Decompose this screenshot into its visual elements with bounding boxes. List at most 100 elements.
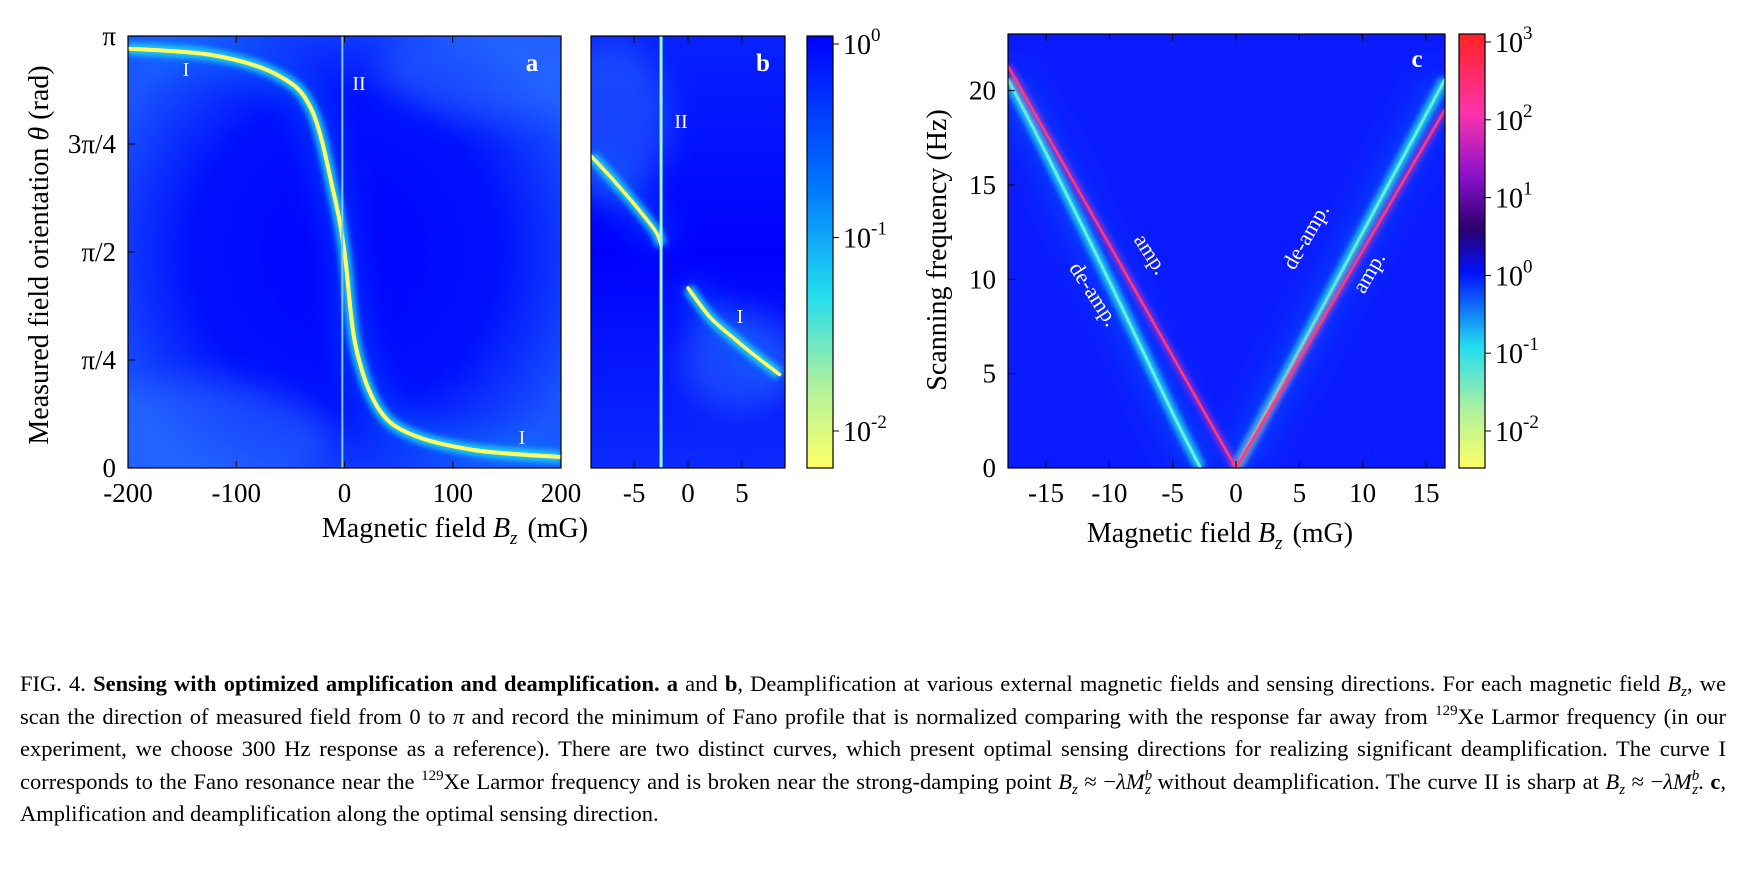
panel-c-y-axis-label: Scanning frequency (Hz) xyxy=(922,109,953,390)
colorbar-c-tick-label: 101 xyxy=(1495,179,1533,215)
colorbar-c: 103 102 101 100 10-1 10-2 xyxy=(1458,23,1539,469)
panel-a-y-tick-label: 3π/4 xyxy=(68,129,117,159)
caption-title: Sensing with optimized amplification and… xyxy=(93,671,660,696)
caption-math: z xyxy=(1145,781,1151,798)
panel-ab-x-axis-label: Magnetic field Bz (mG) xyxy=(322,513,588,549)
colorbar-c-tick-label: 102 xyxy=(1495,101,1533,137)
panel-a-shade xyxy=(128,380,330,468)
panel-a-letter: a xyxy=(526,50,539,77)
panel-c-frame xyxy=(1007,33,1446,469)
colorbar-ab: 100 10-1 10-2 xyxy=(806,25,887,469)
panel-a-y-tick-label: 0 xyxy=(103,453,117,483)
panel-b: -5 0 5 b II I xyxy=(590,35,786,508)
panel-c-y-tick-label: 0 xyxy=(983,453,997,483)
caption-math: z xyxy=(1692,781,1699,798)
panel-c-x-tick-label: 10 xyxy=(1349,478,1376,508)
caption-ref-c: c xyxy=(1710,768,1721,794)
panel-c-x-tick-label: -15 xyxy=(1028,478,1064,508)
colorbar-c-tick-label: 10-1 xyxy=(1495,334,1539,370)
panel-c-x-ticks: -15 -10 -5 0 5 10 15 xyxy=(1028,34,1440,508)
caption-isotope: 129 xyxy=(1435,702,1458,719)
panel-c-x-tick-label: 0 xyxy=(1229,478,1243,508)
panel-b-curve-label-I: I xyxy=(737,306,744,328)
caption-math: b xyxy=(1144,767,1153,784)
panel-c-x-tick-label: 5 xyxy=(1293,478,1307,508)
caption-text: . xyxy=(1698,768,1711,794)
caption-math: M xyxy=(1673,768,1692,794)
caption-math: B xyxy=(1605,768,1620,794)
colorbar-c-ticks: 103 102 101 100 10-1 10-2 xyxy=(1485,23,1539,448)
panel-b-shade xyxy=(680,310,785,410)
caption-text: without deamplification. The curve II is… xyxy=(1150,768,1606,794)
panel-c-background xyxy=(1008,34,1445,468)
caption-math: z xyxy=(1619,781,1626,798)
panel-a-y-ticks: 0 π/4 π/2 3π/4 π xyxy=(68,21,135,483)
figure-caption: FIG. 4. Sensing with optimized amplifica… xyxy=(20,668,1726,831)
colorbar-ab-ticks: 100 10-1 10-2 xyxy=(833,25,887,448)
panel-c-x-tick-label: -5 xyxy=(1161,478,1184,508)
panel-b-x-tick-label: 0 xyxy=(681,478,695,508)
panel-a-x-tick-label: -100 xyxy=(212,478,262,508)
caption-math: B xyxy=(1667,671,1682,696)
caption-text: , Amplification and deamplification alon… xyxy=(20,768,1726,827)
panel-b-curve-I-right xyxy=(686,286,782,377)
caption-ref-b: b xyxy=(724,671,738,696)
panel-c-x-axis-label: Magnetic field Bz (mG) xyxy=(1087,518,1353,554)
figure-canvas: -200 -100 0 100 200 0π/4π/23π/4π a I II I Ma… xyxy=(24,21,1539,554)
caption-math: λ xyxy=(1116,768,1126,794)
figure-4: -200 -100 0 100 200 0 π/4 π/2 3π/4 π a I II I Ma… xyxy=(24,21,1539,554)
panel-c-y-tick-label: 20 xyxy=(969,76,996,106)
panel-a-curve-label-I-top: I xyxy=(183,59,190,81)
panel-b-x-tick-label: -5 xyxy=(623,478,646,508)
panel-a-x-tick-label: 100 xyxy=(433,478,474,508)
panel-a-y-axis-label: Measured field orientation θ (rad) xyxy=(24,65,55,444)
colorbar-c-tick-label: 10-2 xyxy=(1495,412,1539,448)
panel-a-y-tick-label: π xyxy=(102,21,116,51)
caption-text: and record the minimum of Fano profile t… xyxy=(464,703,1436,729)
panel-a-curve-label-II: II xyxy=(352,73,365,95)
panel-c-y-tick-label: 5 xyxy=(983,359,997,389)
panel-c-amp-left xyxy=(1008,65,1238,468)
caption-math: M xyxy=(1125,768,1145,794)
caption-math: λ xyxy=(1663,768,1674,794)
caption-text: , Deamplification at various external ma… xyxy=(737,671,1668,696)
colorbar-ab-tick-label: 100 xyxy=(843,25,881,61)
panel-b-letter: b xyxy=(756,50,770,77)
caption-text: , we scan the direction of measured fiel… xyxy=(20,671,1726,729)
panel-c-y-tick-label: 15 xyxy=(969,170,996,200)
panel-c-y-tick-label: 10 xyxy=(969,264,996,294)
panel-c-deamp-left xyxy=(1008,77,1202,468)
panel-a-y-tick-label: π/2 xyxy=(81,237,116,267)
panel-a-x-ticks: -200 -100 0 100 200 xyxy=(103,36,581,508)
caption-math: b xyxy=(1691,767,1700,784)
caption-math: π xyxy=(452,703,465,729)
caption-ref-a: a xyxy=(666,671,679,696)
panel-a-x-tick-label: 200 xyxy=(541,478,582,508)
panel-a-curves xyxy=(128,36,561,468)
panel-c-letter: c xyxy=(1411,46,1422,73)
colorbar-c-gradient xyxy=(1458,33,1486,469)
caption-text: Xe Larmor frequency and is broken near t… xyxy=(443,768,1059,794)
caption-math: ≈ − xyxy=(1077,768,1117,794)
panel-a-curve-I xyxy=(128,46,561,459)
colorbar-ab-tick-label: 10-2 xyxy=(843,412,887,448)
caption-math: B xyxy=(1058,768,1072,794)
panel-c-curves xyxy=(1008,64,1445,468)
panel-a-x-tick-label: -200 xyxy=(103,478,153,508)
caption-isotope: 129 xyxy=(421,767,444,784)
panel-b-x-ticks: -5 0 5 xyxy=(623,36,749,508)
caption-text: and xyxy=(678,671,725,696)
panel-b-curve-label-II: II xyxy=(674,111,687,133)
colorbar-c-tick-label: 100 xyxy=(1495,256,1533,292)
panel-b-curves xyxy=(591,36,785,468)
panel-c-x-tick-label: 15 xyxy=(1413,478,1440,508)
panel-c-x-tick-label: -10 xyxy=(1091,478,1127,508)
panel-a-curve-label-I-bottom: I xyxy=(519,427,526,449)
panel-c-y-ticks: 0 5 10 15 20 xyxy=(969,76,1015,483)
panel-a-x-tick-label: 0 xyxy=(338,478,352,508)
caption-text: Xe Larmor frequency (in our experiment, … xyxy=(20,703,1726,794)
caption-math: ≈ − xyxy=(1625,768,1664,794)
panel-b-x-tick-label: 5 xyxy=(735,478,749,508)
colorbar-ab-tick-label: 10-1 xyxy=(843,219,887,255)
